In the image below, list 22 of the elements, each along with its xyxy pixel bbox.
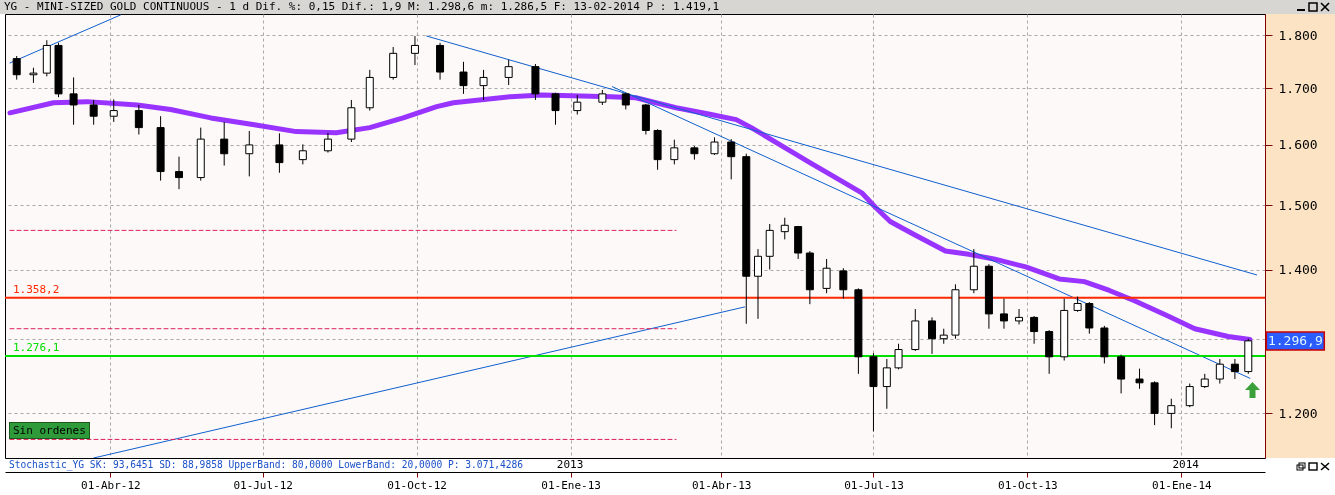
annotation: Sin ordenes (9, 422, 90, 439)
y-tick-label: 1.700 (1278, 80, 1318, 96)
x-tick-label: 01-Ene-13 (541, 478, 601, 492)
x-tick-label: 01-Ene-14 (1152, 478, 1213, 492)
y-tick-label: 1.600 (1278, 137, 1318, 153)
x2-tick-label: 2013 (556, 458, 584, 471)
y-tick-label: 1.800 (1278, 27, 1318, 43)
chart-title: YG - MINI-SIZED GOLD CONTINUOUS - 1 d Dif. %: 0,15 Dif.: 1,9 M: 1.298,6 m: 1.286,5 F: 13-02-2014 P : 1.419,1 (0, 0, 1335, 14)
annotation: 1.296,9 (1267, 332, 1323, 348)
x-tick-label: 01-Abr-12 (81, 478, 141, 492)
x-tick-label: 01-Oct-13 (998, 478, 1058, 492)
x2-tick-label: 2014 (1172, 458, 1200, 471)
y-tick-label: 1.500 (1278, 197, 1318, 213)
x-tick-label: 01-Jul-12 (233, 478, 293, 492)
text: Stochastic_YG SK: 93,6451 SD: 88,9858 UpperBand: 80,0000 LowerBand: 20,0000 P: 3.071,4286 (9, 459, 524, 471)
ref-line-label: 1.358,2 (13, 282, 60, 296)
x-tick-label: 01-Oct-12 (387, 478, 447, 492)
ref-line-label: 1.276,1 (13, 341, 60, 355)
y-tick-label: 1.400 (1278, 262, 1318, 278)
y-tick-label: 1.200 (1278, 405, 1318, 421)
x-tick-label: 01-Abr-13 (691, 478, 752, 492)
x-tick-label: 01-Jul-13 (844, 478, 904, 492)
